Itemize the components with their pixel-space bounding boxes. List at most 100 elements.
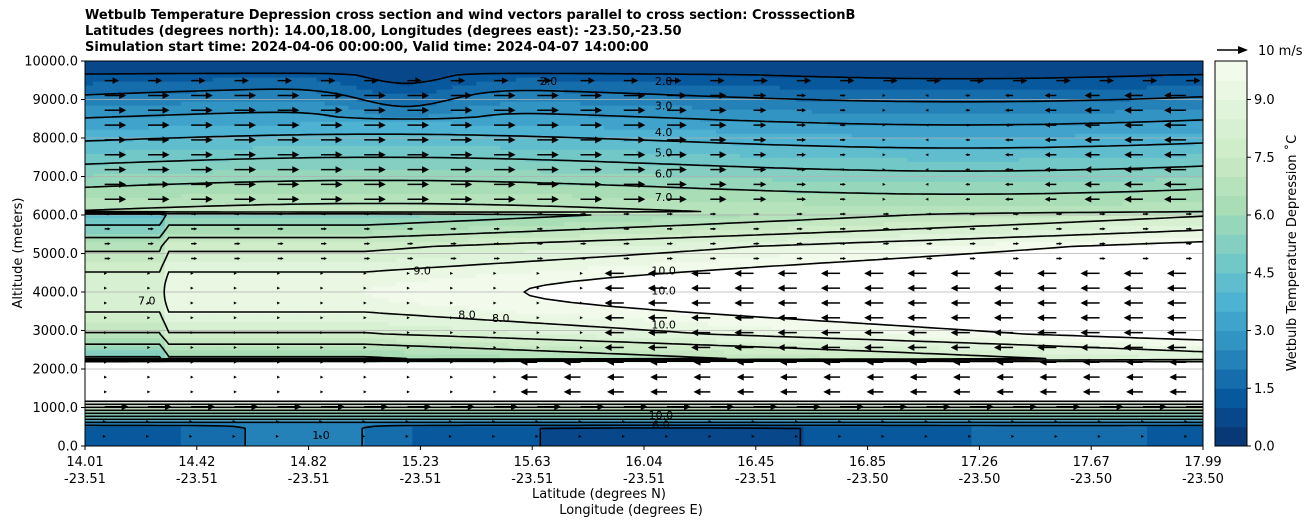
field-cell [388, 253, 398, 259]
field-cell [244, 165, 254, 170]
field-cell [108, 113, 118, 118]
field-cell [468, 393, 477, 399]
field-cell [92, 241, 102, 247]
field-cell [260, 225, 270, 231]
field-cell [124, 193, 134, 198]
field-cell [92, 265, 102, 271]
field-cell [348, 241, 358, 247]
field-cell [436, 89, 445, 94]
field-cell [388, 381, 398, 387]
field-cell [116, 77, 126, 82]
field-cell [468, 77, 477, 82]
field-cell [260, 285, 270, 291]
field-cell [148, 213, 158, 219]
field-cell [436, 113, 445, 118]
field-cell [348, 137, 358, 142]
field-cell [156, 201, 166, 206]
field-cell [148, 261, 158, 267]
field-cell [228, 61, 238, 66]
field-cell [484, 213, 493, 219]
field-cell [428, 89, 437, 94]
field-cell [324, 397, 334, 403]
field-cell [284, 113, 294, 118]
field-cell [484, 145, 493, 150]
field-cell [364, 393, 374, 399]
field-cell [396, 133, 406, 138]
field-cell [220, 349, 230, 355]
field-cell [372, 257, 382, 263]
field-cell [412, 397, 421, 403]
field-cell [396, 193, 406, 198]
field-cell [436, 261, 445, 267]
field-cell [220, 185, 230, 190]
field-cell [468, 349, 477, 355]
field-cell [332, 325, 342, 331]
field-cell [212, 81, 222, 86]
field-cell [388, 337, 398, 343]
field-cell [124, 253, 134, 259]
field-cell [412, 281, 421, 287]
field-cell [316, 173, 326, 178]
field-cell [372, 397, 382, 403]
field-cell [444, 237, 453, 243]
field-cell [452, 257, 461, 263]
field-cell [388, 233, 398, 239]
field-cell [164, 433, 174, 439]
field-cell [132, 333, 142, 339]
field-cell [388, 137, 398, 142]
field-cell [372, 65, 382, 70]
field-cell [196, 257, 206, 263]
field-cell [236, 405, 246, 411]
field-cell [332, 205, 342, 210]
field-cell [372, 249, 382, 255]
field-cell [212, 265, 222, 271]
field-cell [124, 157, 134, 162]
field-cell [188, 121, 198, 126]
field-cell [332, 385, 342, 391]
field-cell [316, 437, 326, 443]
field-cell [276, 325, 286, 331]
field-cell [284, 381, 294, 387]
field-cell [212, 229, 222, 235]
field-cell [340, 165, 350, 170]
field-cell [404, 265, 414, 271]
field-cell [252, 389, 262, 395]
field-cell [132, 377, 142, 383]
field-cell [356, 113, 366, 118]
field-cell [196, 161, 206, 166]
field-cell [116, 237, 126, 243]
field-cell [420, 185, 429, 190]
field-cell [284, 73, 294, 78]
field-cell [300, 325, 310, 331]
field-cell [396, 113, 406, 118]
field-cell [308, 429, 318, 435]
field-cell [132, 117, 142, 122]
field-cell [412, 437, 421, 443]
field-cell [292, 173, 302, 178]
field-cell [172, 253, 182, 259]
field-cell [284, 277, 294, 283]
field-cell [364, 117, 374, 122]
field-cell [316, 257, 326, 263]
field-cell [452, 233, 461, 239]
field-cell [108, 69, 118, 74]
field-cell [148, 77, 158, 82]
field-cell [220, 409, 230, 415]
field-cell [92, 165, 102, 170]
field-cell [196, 333, 206, 339]
field-cell [404, 333, 414, 339]
field-cell [332, 133, 342, 138]
field-cell [428, 237, 437, 243]
field-cell [164, 233, 174, 239]
field-cell [276, 437, 286, 443]
field-cell [380, 285, 390, 291]
field-cell [260, 233, 270, 239]
field-cell [212, 221, 222, 227]
field-cell [180, 193, 190, 198]
field-cell [228, 181, 238, 186]
field-cell [268, 65, 278, 70]
field-cell [420, 425, 429, 431]
field-cell [148, 361, 158, 367]
field-cell [108, 225, 118, 231]
field-cell [236, 113, 246, 118]
